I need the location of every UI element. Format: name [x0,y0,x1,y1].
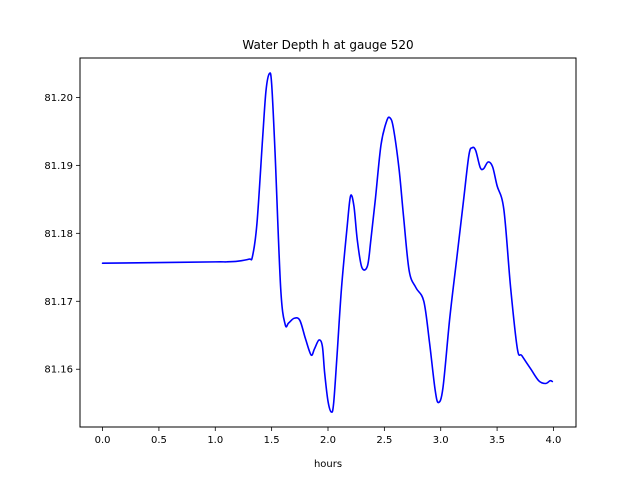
x-tick-label: 1.5 [264,435,280,446]
y-tick-label: 81.17 [44,297,73,308]
x-tick-label: 4.0 [546,435,562,446]
plot-frame [79,57,577,428]
y-tick-label: 81.20 [44,93,73,104]
plot-area [80,58,576,427]
x-tick-label: 3.0 [433,435,449,446]
x-tick-label: 2.5 [376,435,392,446]
chart-title: Water Depth h at gauge 520 [242,38,413,52]
y-tick-label: 81.16 [44,365,73,376]
x-tick-label: 0.5 [151,435,167,446]
x-tick-label: 3.5 [489,435,505,446]
x-axis-ticks: 0.0 0.5 1.0 1.5 2.0 2.5 3.0 3.5 4.0 [95,427,562,446]
y-axis-ticks: 81.16 81.17 81.18 81.19 81.20 [44,93,80,376]
x-axis-label: hours [314,459,342,470]
y-tick-label: 81.18 [44,229,73,240]
y-tick-label: 81.19 [44,161,73,172]
series-line [101,72,554,413]
x-tick-label: 0.0 [95,435,111,446]
x-tick-label: 2.0 [320,435,336,446]
x-tick-label: 1.0 [207,435,223,446]
